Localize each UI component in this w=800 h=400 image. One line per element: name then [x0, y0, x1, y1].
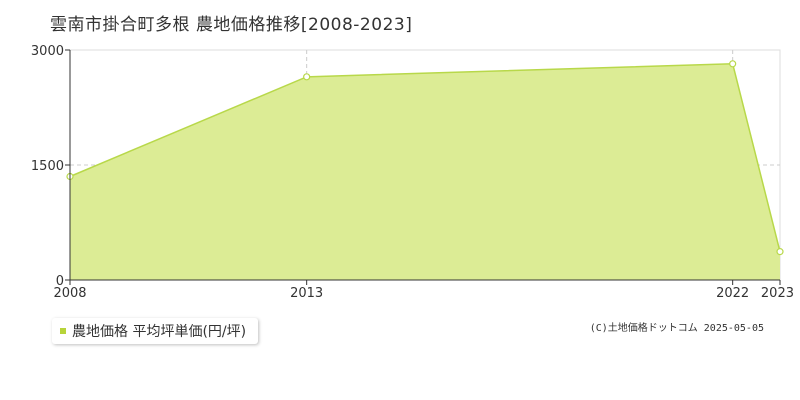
x-tick-label-0: 2008	[53, 286, 86, 301]
series-line	[69, 63, 781, 252]
x-tick-label-1: 2013	[290, 286, 323, 301]
legend[interactable]: 農地価格 平均坪単価(円/坪)	[52, 318, 259, 344]
y-axis-ticks: 0 1500 3000	[31, 44, 70, 289]
x-axis-ticks: 2008 2013 2022 2023	[53, 280, 794, 301]
y-tick-label-1: 1500	[31, 159, 64, 174]
series-area	[70, 63, 780, 280]
legend-marker	[60, 328, 66, 334]
data-point-3[interactable]	[776, 248, 784, 256]
data-point-2[interactable]	[729, 60, 737, 68]
x-tick-label-2: 2022	[716, 286, 749, 301]
copyright-text: (C)土地価格ドットコム 2025-05-05	[589, 323, 764, 334]
chart-title: 雲南市掛合町多根 農地価格推移[2008-2023]	[50, 15, 413, 35]
data-point-1[interactable]	[303, 73, 311, 81]
y-tick-label-2: 3000	[31, 44, 64, 59]
y-tick-label-0: 0	[56, 274, 64, 289]
legend-label: 農地価格 平均坪単価(円/坪)	[72, 324, 247, 340]
x-tick-label-3: 2023	[761, 286, 794, 301]
